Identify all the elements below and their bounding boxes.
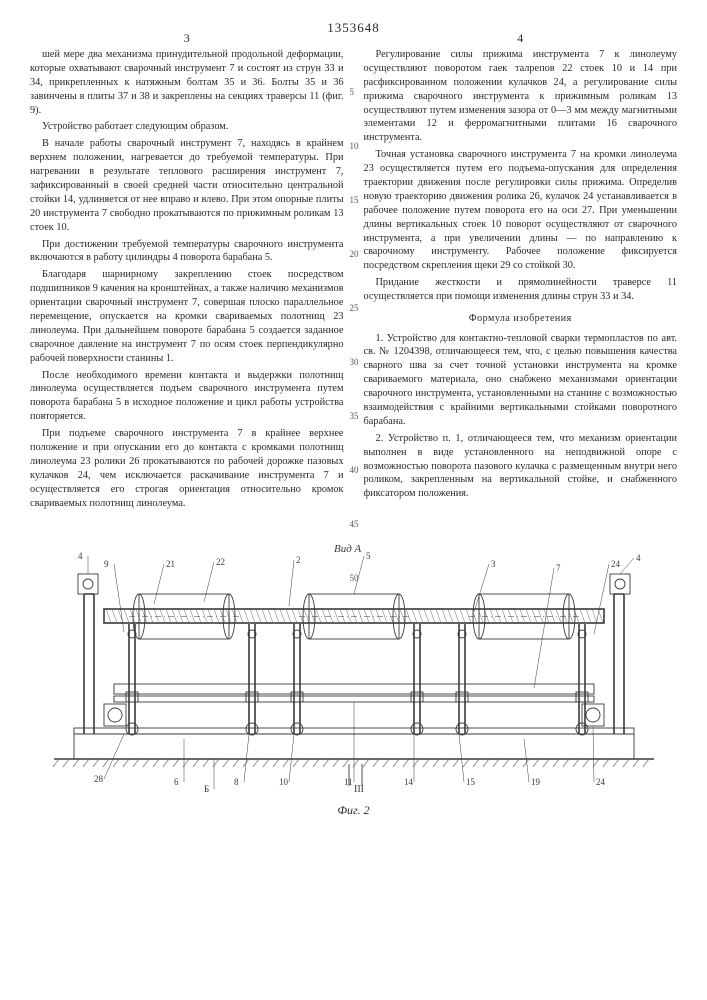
svg-text:14: 14 <box>404 777 414 787</box>
patent-page: 1353648 3 шей мере два механизма принуди… <box>0 0 707 838</box>
paragraph: При достижении требуемой температуры сва… <box>30 238 344 266</box>
paragraph: При подъеме сварочного инструмента 7 в к… <box>30 427 344 510</box>
col-number-right: 4 <box>517 30 523 46</box>
svg-text:7: 7 <box>556 563 561 573</box>
line-marker: 35 <box>350 410 359 422</box>
line-marker: 30 <box>350 356 359 368</box>
patent-number: 1353648 <box>30 20 677 36</box>
svg-text:5: 5 <box>366 551 371 561</box>
paragraph: После необходимого времени контакта и вы… <box>30 369 344 425</box>
line-marker: 5 <box>350 86 355 98</box>
svg-text:9: 9 <box>104 559 109 569</box>
paragraph: Устройство работает следующим образом. <box>30 120 344 134</box>
svg-text:21: 21 <box>166 559 175 569</box>
svg-text:2: 2 <box>296 555 301 565</box>
paragraph: Точная установка сварочного инструмента … <box>364 148 678 273</box>
line-marker: 40 <box>350 464 359 476</box>
svg-text:28: 28 <box>94 774 104 784</box>
paragraph: Регулирование силы прижима инструмента 7… <box>364 48 678 145</box>
svg-text:15: 15 <box>466 777 476 787</box>
col-number-left: 3 <box>184 30 190 46</box>
svg-text:24: 24 <box>611 559 621 569</box>
svg-text:6: 6 <box>174 777 179 787</box>
paragraph: Благодаря шарнирному закреплению стоек п… <box>30 268 344 365</box>
line-marker: 20 <box>350 248 359 260</box>
paragraph: шей мере два механизма принудительной пр… <box>30 48 344 117</box>
line-marker: 45 <box>350 518 359 530</box>
line-marker: 50 <box>350 572 359 584</box>
paragraph: В начале работы сварочный инструмент 7, … <box>30 137 344 234</box>
svg-text:22: 22 <box>216 557 225 567</box>
svg-text:4: 4 <box>78 551 83 561</box>
paragraph: Придание жесткости и прямолинейности тра… <box>364 276 678 304</box>
svg-text:8: 8 <box>234 777 239 787</box>
claim: 1. Устройство для контактно-тепловой сва… <box>364 332 678 429</box>
claims-heading: Формула изобретения <box>364 312 678 326</box>
svg-text:11: 11 <box>344 777 353 787</box>
claim: 2. Устройство п. 1, отличающееся тем, чт… <box>364 432 678 501</box>
svg-text:10: 10 <box>279 777 289 787</box>
left-column: 3 шей мере два механизма принудительной … <box>30 48 344 514</box>
svg-text:Б: Б <box>204 784 209 794</box>
svg-text:4: 4 <box>636 553 641 563</box>
line-marker: 10 <box>350 140 359 152</box>
line-marker: 15 <box>350 194 359 206</box>
right-column: 4 5101520253035404550 Регулирование силы… <box>364 48 678 514</box>
svg-text:Вид А: Вид А <box>334 543 362 555</box>
svg-text:24: 24 <box>596 777 606 787</box>
text-columns: 3 шей мере два механизма принудительной … <box>30 48 677 514</box>
figure-label: Фиг. 2 <box>30 803 677 818</box>
svg-text:III: III <box>354 784 364 794</box>
line-marker: 25 <box>350 302 359 314</box>
svg-text:3: 3 <box>491 559 496 569</box>
svg-text:19: 19 <box>531 777 541 787</box>
